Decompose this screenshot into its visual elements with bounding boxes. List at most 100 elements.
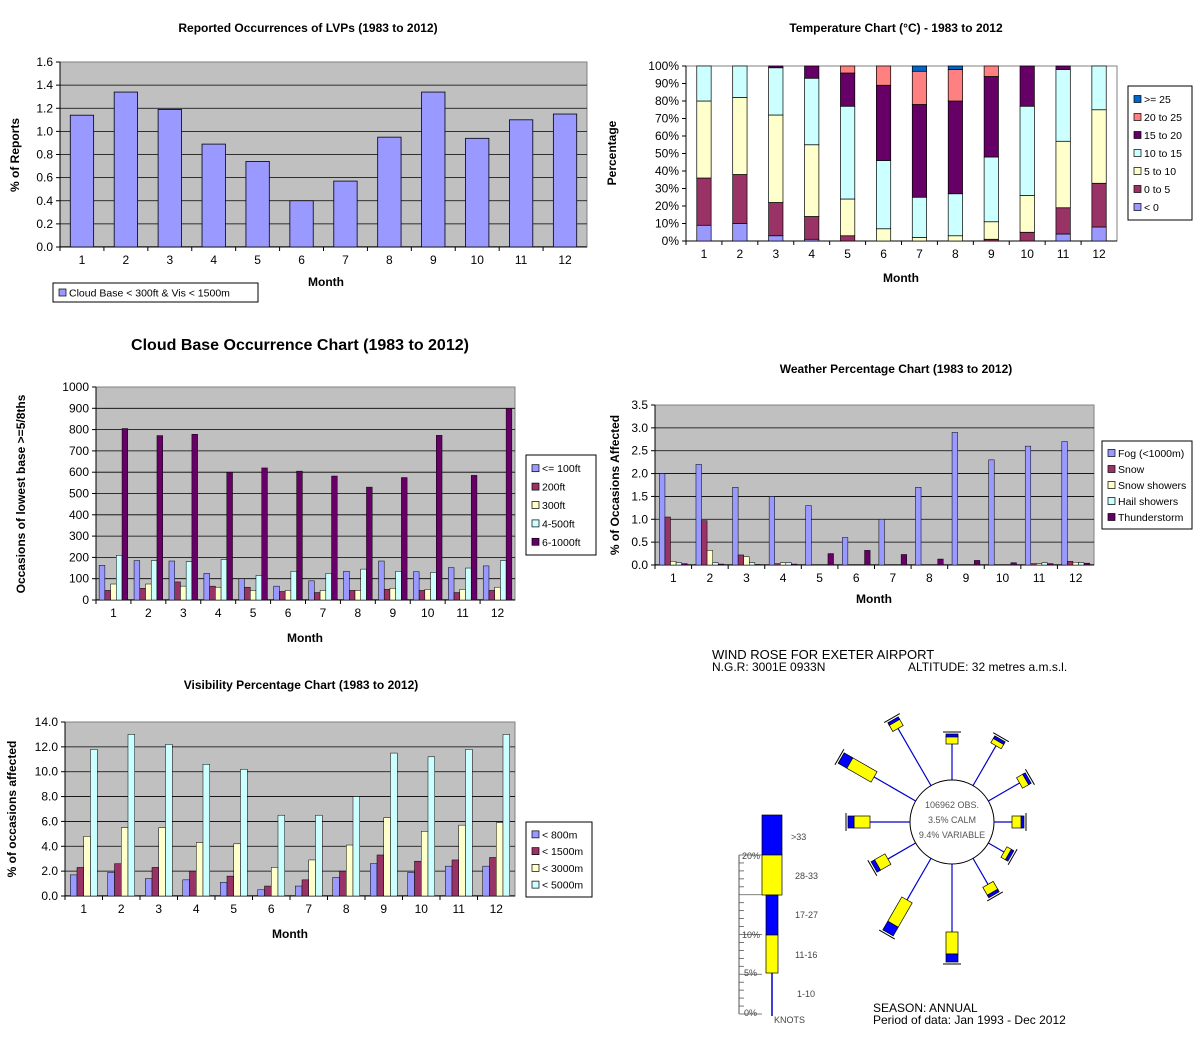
legend-label: < 1500m [542,846,583,858]
bar-segment [876,84,892,161]
wind-spoke-bar [867,853,892,877]
y-tick-label: 30% [655,182,679,196]
chart-2: 0%10%20%30%40%50%60%70%80%90%100%1 2 3 4 5 6 7… [605,21,1193,285]
bar [448,567,455,601]
legend-swatch [1133,203,1142,211]
bar [290,570,297,601]
y-tick-label: 0.4 [36,194,53,208]
bar [76,867,84,897]
y-tick-label: 400 [69,508,89,522]
legend: >= 25 20 to 25 15 to 20 10 to 15 5 to 10 0 to… [1127,85,1193,221]
bar [284,590,292,601]
y-tick-label: 40% [655,164,679,178]
bar [465,749,473,897]
bar [196,842,204,897]
bar [988,459,995,566]
bar [376,854,384,897]
bar [180,585,187,601]
legend-label: 10 to 15 [1144,148,1182,160]
y-tick-label: 300 [69,529,89,543]
y-tick-label: 60% [655,129,679,143]
bar-segment [947,69,963,102]
bar [915,487,922,566]
legend: Cloud Base < 300ft & Vis < 1500m [52,282,259,303]
wind-rose-graphics [738,713,1035,1016]
bar [352,796,360,897]
bar-segment [732,174,748,224]
x-tick-label: 3 [743,571,750,585]
x-tick-label: 1 [110,606,117,620]
x-tick-label: 12 [491,606,505,620]
bar [494,586,501,601]
bar [98,565,106,601]
bar-segment [732,223,748,242]
bar [331,475,338,601]
bar [1030,563,1037,566]
y-tick-label: 0.0 [631,558,648,572]
bar [174,581,181,601]
bar [69,114,95,248]
bar [1047,563,1054,566]
y-tick-label: 3.5 [631,398,648,412]
windrose-scale-20: 20% [742,851,760,861]
x-tick-label: 7 [916,247,923,261]
y-tick-label: 700 [69,444,89,458]
x-tick-label: 7 [305,902,312,916]
bar-segment [1019,65,1035,107]
legend: <= 100ft 200ft 300ft 4-500ft 6-1000ft [525,454,597,556]
x-tick-label: 11 [456,606,469,620]
bar [1083,562,1090,566]
y-tick-label: 10% [655,217,679,231]
bar [395,570,402,601]
legend-swatch [1107,497,1116,505]
x-tick-label: 2 [123,253,130,267]
bar [226,471,233,601]
bar [1041,562,1048,566]
legend-swatch [1107,449,1116,457]
legend-swatch [1133,131,1142,139]
y-tick-label: 1.5 [631,489,648,503]
y-tick-label: 0% [662,234,680,248]
y-tick-label: 6.0 [41,814,58,828]
bar [240,768,248,897]
bar [445,865,453,897]
bar [83,836,91,897]
bar [1010,562,1017,566]
wind-spoke-bar [1016,768,1035,789]
x-tick-label: 11 [515,253,528,267]
bar [114,863,122,897]
x-tick-label: 1 [701,247,708,261]
bar-segment [1091,226,1107,242]
legend-swatch [1107,513,1116,521]
legend-label: 15 to 20 [1144,130,1182,142]
bar [401,477,408,601]
bar [717,563,725,566]
bar [289,200,314,248]
y-tick-label: 70% [655,112,679,126]
x-tick-label: 8 [343,902,350,916]
legend-label: Snow [1118,464,1145,476]
chart-title: Visibility Percentage Chart (1983 to 201… [184,678,419,692]
windrose-season: SEASON: ANNUAL [873,1001,978,1015]
bar [238,578,245,601]
bar [842,537,849,566]
legend-label: >= 25 [1144,94,1171,106]
bar [451,859,459,897]
windrose-centre-calm: 3.5% CALM [928,815,976,825]
legend-swatch [531,501,540,509]
legend-swatch [1107,465,1116,473]
bar-segment [732,97,748,175]
x-axis-label: Month [287,631,323,645]
y-tick-label: 0.6 [36,171,53,185]
bar [453,592,461,601]
x-axis-label: Month [272,927,308,941]
bar [215,586,222,601]
bar [1036,563,1043,566]
x-tick-label: 11 [453,902,466,916]
y-tick-label: 2.0 [41,864,58,878]
bar [465,567,472,601]
y-tick-label: 8.0 [41,790,58,804]
bar-segment [983,76,999,158]
y-tick-label: 0 [82,593,89,607]
